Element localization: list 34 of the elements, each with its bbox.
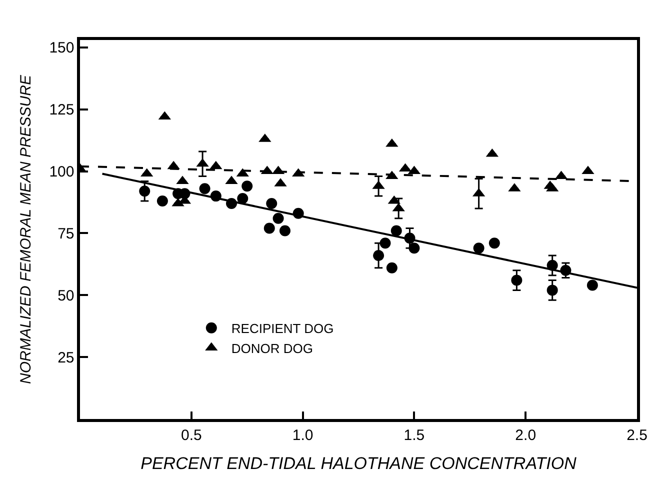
- x-tick-label: 1.0: [292, 426, 314, 444]
- point: [139, 186, 150, 197]
- point: [488, 238, 500, 249]
- point: [408, 242, 420, 254]
- point: [586, 280, 598, 291]
- point: [242, 180, 253, 192]
- point: [390, 225, 402, 236]
- y-tick-label: 75: [58, 225, 74, 242]
- point: [386, 262, 398, 274]
- point: [473, 242, 484, 254]
- y-axis-title: NORMALIZED FEMORAL MEAN PRESSURE: [17, 74, 34, 384]
- x-tick-label: 2.5: [626, 426, 648, 444]
- x-axis-title: PERCENT END-TIDAL HALOTHANE CONCENTRATION: [140, 454, 578, 474]
- y-tick-label: 150: [49, 40, 74, 57]
- point: [199, 183, 210, 194]
- point: [264, 222, 275, 234]
- point: [237, 193, 248, 204]
- x-tick-label: 2.0: [515, 426, 536, 444]
- point: [272, 212, 284, 224]
- point: [266, 198, 278, 209]
- point: [546, 284, 558, 296]
- point: [511, 274, 522, 286]
- point: [373, 250, 384, 262]
- y-tick-label: 50: [58, 287, 74, 304]
- point: [279, 225, 290, 236]
- point: [156, 196, 168, 207]
- y-tick-label: 25: [58, 349, 74, 366]
- y-tick-label: 100: [49, 164, 74, 181]
- legend-label: DONOR DOG: [231, 340, 314, 356]
- x-tick-label: 0.5: [180, 426, 202, 444]
- x-tick-label: 1.5: [404, 426, 425, 444]
- y-tick-label: 125: [49, 102, 74, 119]
- point: [380, 238, 391, 249]
- legend-label: RECIPIENT DOG: [231, 320, 334, 336]
